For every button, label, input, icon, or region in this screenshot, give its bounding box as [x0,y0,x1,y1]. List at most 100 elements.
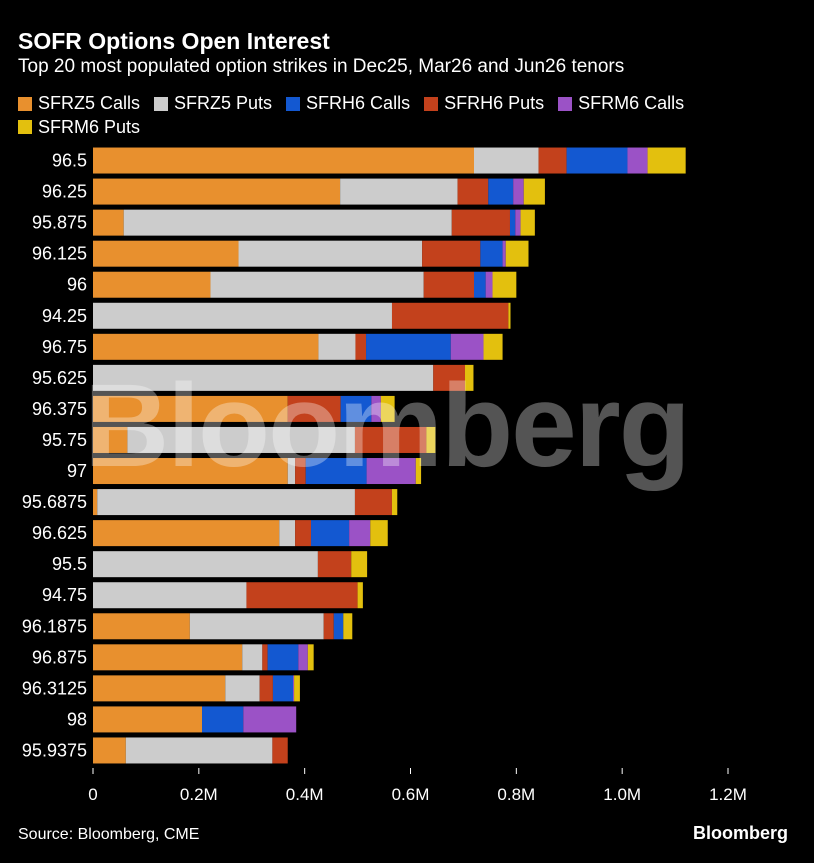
legend-item: SFRH6 Puts [424,92,544,115]
bar-segment [474,271,486,298]
legend-swatch [558,96,573,111]
bar-segment [450,333,484,360]
y-tick-label: 96.75 [42,337,87,357]
bar-segment [366,458,416,485]
bar-segment [505,240,529,267]
bar-segment [515,209,521,236]
y-tick-label: 95.5 [52,554,87,574]
bar-segment [279,520,296,547]
legend-item: SFRM6 Puts [18,116,140,139]
bar-segment [93,147,474,174]
bar-segment [93,364,434,391]
legend-item: SFRH6 Calls [286,92,410,115]
bar-segment [125,737,273,764]
x-tick-label: 1.2M [709,785,747,804]
bar-segment [502,240,506,267]
y-tick-label: 96.25 [42,182,87,202]
y-tick-label: 94.75 [42,585,87,605]
bar-segment [93,240,239,267]
legend-item: SFRZ5 Puts [154,92,272,115]
y-tick-label: 95.6875 [22,492,87,512]
bar-segment [480,240,503,267]
y-tick-label: 96.375 [32,399,87,419]
legend-label: SFRZ5 Calls [38,93,141,113]
bar-segment [305,458,367,485]
bar-segment [370,520,388,547]
bar-segment [293,675,295,702]
bar-segment [357,582,363,609]
legend-label: SFRM6 Calls [578,93,685,113]
bar-segment [295,520,312,547]
bar-segment [93,302,392,329]
bar-segment [295,458,306,485]
bar-segment [523,178,545,205]
chart-subtitle: Top 20 most populated option strikes in … [18,56,625,77]
bar-segment [262,644,268,671]
y-tick-label: 95.875 [32,213,87,233]
bar-segment [474,147,539,174]
bar-segment [627,147,648,174]
bar-segment [93,520,280,547]
bar-segment [259,675,273,702]
bar-segment [93,333,319,360]
legend-swatch [18,120,32,134]
bar-segment [355,333,367,360]
bar-segment [93,209,124,236]
y-tick-label: 95.75 [42,430,87,450]
bar-segment [93,582,247,609]
bar-segment [317,551,352,578]
bar-segment [538,147,567,174]
bar-segment [366,333,451,360]
bar-segment [485,271,493,298]
bar-segment [93,395,288,422]
bar-segment [202,706,244,733]
bar-segment [123,209,452,236]
bar-segment [566,147,628,174]
chart-title: SOFR Options Open Interest [18,28,330,54]
bar-segment [426,426,436,453]
bar-segment [246,582,358,609]
bar-segment [93,613,190,640]
bar-segment [340,178,458,205]
legend-swatch [286,96,301,111]
bar-segment [351,551,368,578]
bar-segment [210,271,424,298]
legend-item: SFRZ5 Calls [18,92,140,115]
x-tick-label: 0.8M [497,785,535,804]
bar-segment [93,458,288,485]
legend-label: SFRZ5 Puts [174,93,273,113]
bar-segment [323,613,334,640]
y-tick-label: 95.9375 [22,740,87,760]
bar-segment [354,489,392,516]
bar-segment [294,675,300,702]
bar-segment [93,489,98,516]
bar-segment [354,426,427,453]
bar-segment [415,458,422,485]
bar-segment [189,613,324,640]
y-tick-label: 96.3125 [22,678,87,698]
bar-segment [380,395,395,422]
bar-segment [242,644,263,671]
bar-segment [225,675,260,702]
bar-segment [371,395,381,422]
bar-segment [93,178,341,205]
bar-segment [93,737,126,764]
y-tick-label: 97 [67,461,87,481]
x-tick-label: 0.2M [180,785,218,804]
bar-segment [93,706,203,733]
bar-segment [349,520,371,547]
bar-segment [272,737,288,764]
bloomberg-logo: Bloomberg [692,823,788,843]
bar-segment [509,209,516,236]
bar-segment [93,551,318,578]
bar-segment [391,302,509,329]
bar-segment [97,489,355,516]
bar-segment [520,209,535,236]
bar-segment [287,458,296,485]
legend-swatch [18,96,32,111]
x-tick-label: 0.4M [286,785,324,804]
bar-segment [311,520,350,547]
chart-legend: SFRZ5 Calls SFRZ5 Puts SFRH6 Calls SFRH6 Pu… [18,92,718,139]
bar-segment [93,271,211,298]
